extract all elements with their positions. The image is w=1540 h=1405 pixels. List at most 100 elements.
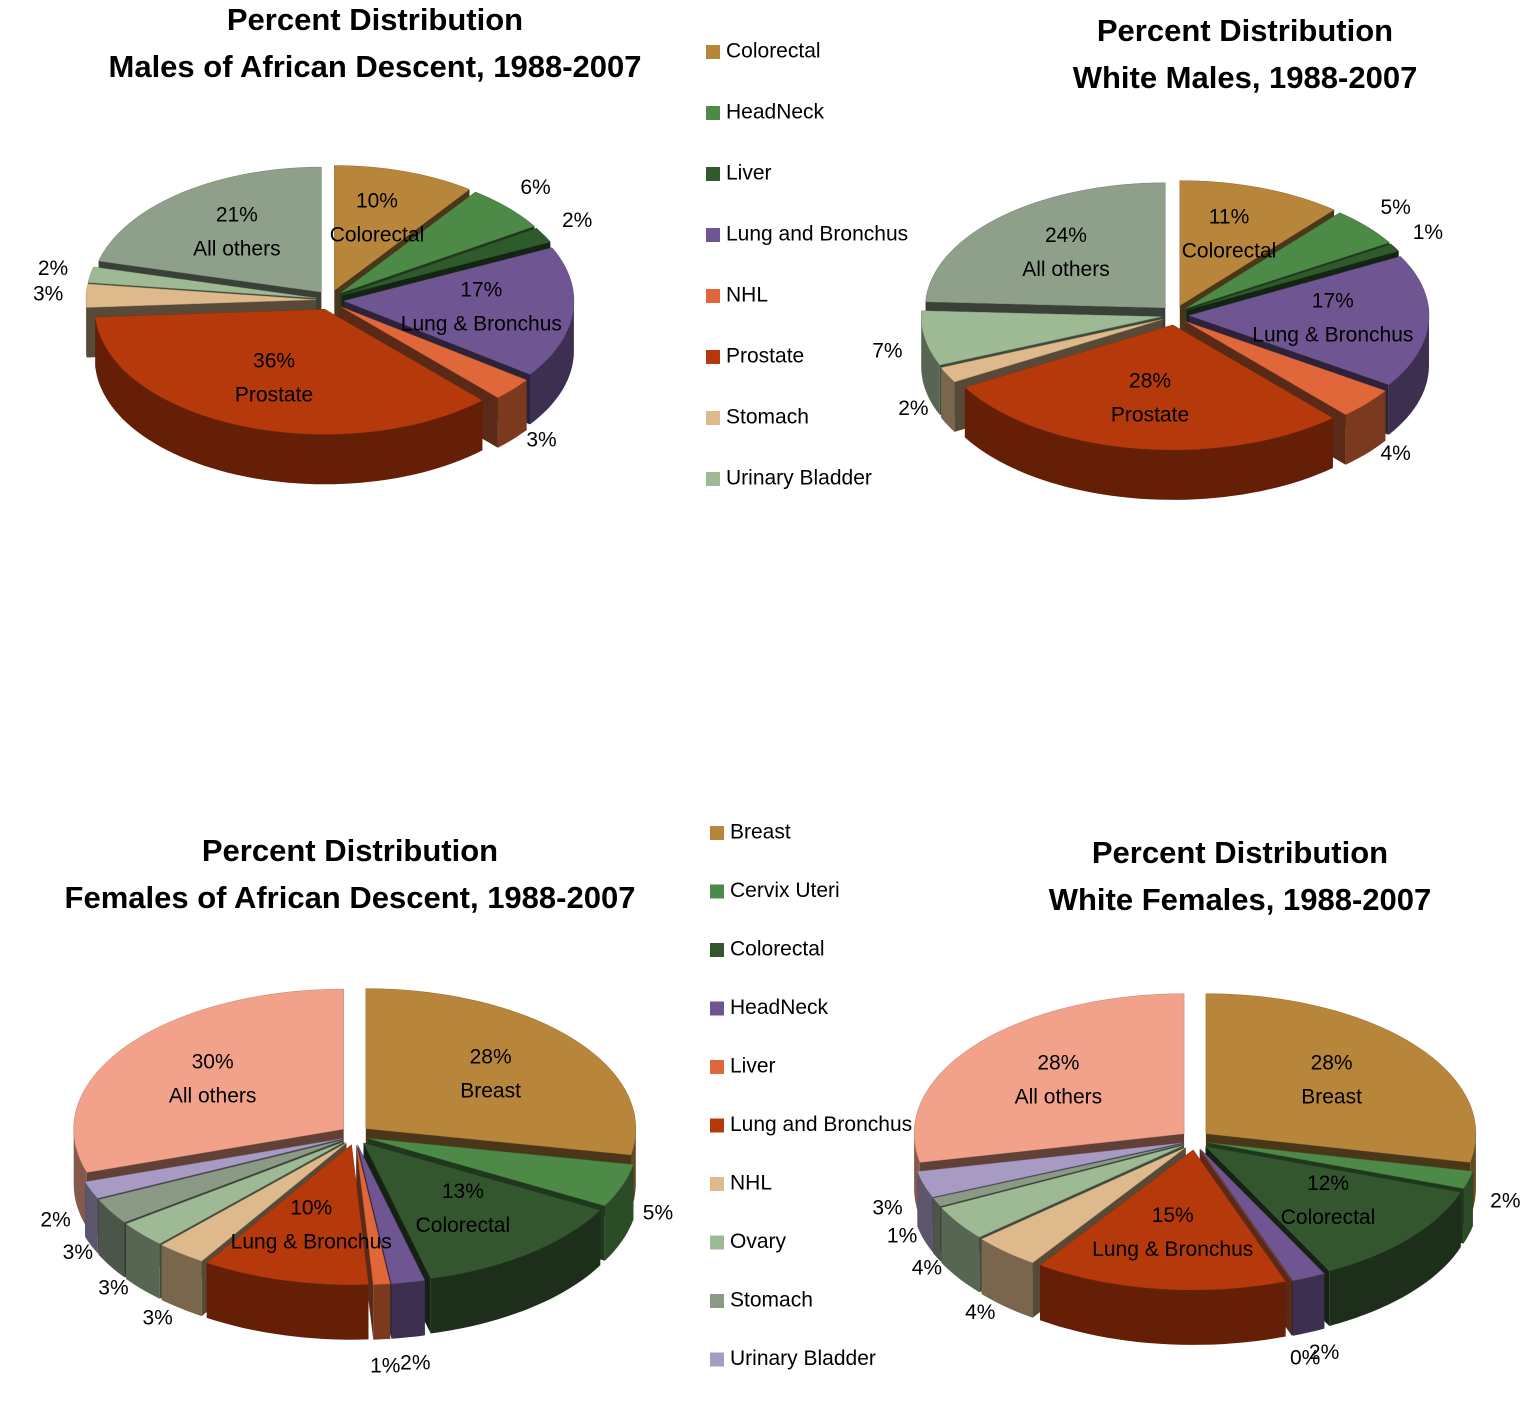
legend-swatch [710,884,724,899]
slice-value-label: 24% [1045,224,1087,247]
slice-value-label: 2% [400,1351,430,1374]
slice-value-label: 2% [40,1208,70,1231]
slice-name-label: Colorectal [1182,240,1277,263]
slice-name-label: All others [1022,258,1110,281]
slice-value-label: 1% [1413,221,1443,244]
legend-label: Urinary Bladder [730,1347,876,1370]
slice-side [391,1280,425,1339]
pie-slice [73,988,344,1173]
pie-slice [940,1145,1184,1238]
pie-slice [98,1139,343,1223]
slice-name-label: Prostate [1111,403,1189,426]
slice-side [1388,315,1429,435]
chart-subtitle: White Females, 1988-2007 [1049,882,1432,917]
slice-side [95,317,483,485]
slice-side [941,367,955,432]
slice-value-label: 36% [253,350,295,373]
pie-slice [1200,1149,1325,1281]
slice-value-label: 11% [1209,206,1249,229]
slice-value-label: 30% [192,1050,234,1073]
chart-title: Percent Distribution [227,2,523,37]
chart-subtitle: White Males, 1988-2007 [1073,60,1418,95]
slice-value-label: 12% [1307,1172,1349,1195]
legend-swatch [710,1118,724,1133]
slice-side [1463,1171,1473,1244]
slice-name-label: Colorectal [330,224,425,247]
slice-value-label: 3% [33,282,63,305]
pie-slice [125,1141,345,1244]
slice-value-label: 17% [1312,290,1354,313]
slice-side [604,1164,634,1261]
pie-slice [340,306,528,398]
slice-name-label: All others [1015,1085,1103,1108]
pie-slice [334,165,471,291]
legend-swatch [706,106,720,120]
legend-label: Cervix Uteri [730,879,840,902]
slice-value-label: 4% [1380,442,1410,465]
slice-value-label: 2% [1309,1341,1339,1364]
slice-value-label: 2% [562,209,592,232]
legend-swatch [710,1294,724,1308]
slice-value-label: 6% [520,176,550,199]
slice-side [161,1245,202,1317]
slice-side [1040,1265,1286,1345]
slice-name-label: All others [193,237,281,260]
legend-label: Breast [730,821,791,844]
slice-name-label: Lung & Bronchus [1252,324,1413,347]
slice-value-label: 2% [898,397,928,420]
slice-side [430,1210,601,1334]
pie-slice [206,1144,369,1285]
slice-value-label: 1% [887,1224,917,1247]
legend-label: Liver [726,162,772,185]
pie-slice [365,988,637,1156]
pie-slice [343,247,575,375]
legend-swatch [710,1352,724,1367]
pie-slice [1208,1142,1474,1189]
slice-value-label: 3% [98,1277,128,1300]
pie-slice [1188,256,1430,385]
pie-slice [964,324,1334,451]
pie-slice [161,1142,347,1262]
slice-name-label: Breast [460,1080,521,1103]
pie-slice [357,1144,426,1284]
legend-label: Colorectal [730,938,825,961]
slice-side [373,1283,391,1340]
pie-slice [342,227,551,296]
legend-label: Lung and Bronchus [730,1113,912,1136]
slice-value-label: 28% [1311,1051,1353,1074]
legend-swatch [706,472,720,486]
pie-slice [368,1138,634,1207]
slice-side [497,380,527,448]
slice-value-label: 3% [526,428,556,451]
legend-swatch [706,167,720,181]
pie-slice [95,309,483,435]
pie-slice [1205,993,1477,1163]
legend-label: Stomach [730,1289,813,1312]
pie-slice [940,319,1163,383]
slice-value-label: 3% [142,1307,172,1330]
slice-name-label: Prostate [235,384,313,407]
pie-slice [1039,1149,1287,1291]
slice-value-label: 13% [442,1180,484,1203]
legend-label: Lung and Bronchus [726,223,908,246]
legend-swatch [706,45,720,59]
slice-name-label: Lung & Bronchus [1092,1238,1253,1261]
pie-slice [981,1147,1186,1264]
slice-name-label: Lung & Bronchus [231,1231,392,1254]
slice-value-label: 5% [643,1201,673,1224]
legend-label: Stomach [726,406,809,429]
slice-side [964,387,1333,500]
slice-side [981,1239,1033,1318]
legend-label: Colorectal [726,40,821,63]
legend-label: HeadNeck [730,996,829,1019]
legend-label: HeadNeck [726,101,825,124]
slice-value-label: 3% [63,1241,93,1264]
pie-slice [925,182,1166,309]
slice-side [126,1223,160,1299]
slice-name-label: Colorectal [416,1214,511,1237]
slice-value-label: 17% [460,279,502,302]
legend-label: Ovary [730,1230,787,1253]
pie-slice [1185,212,1391,309]
slice-value-label: 28% [1037,1051,1079,1074]
pie-slice [917,1142,1182,1198]
